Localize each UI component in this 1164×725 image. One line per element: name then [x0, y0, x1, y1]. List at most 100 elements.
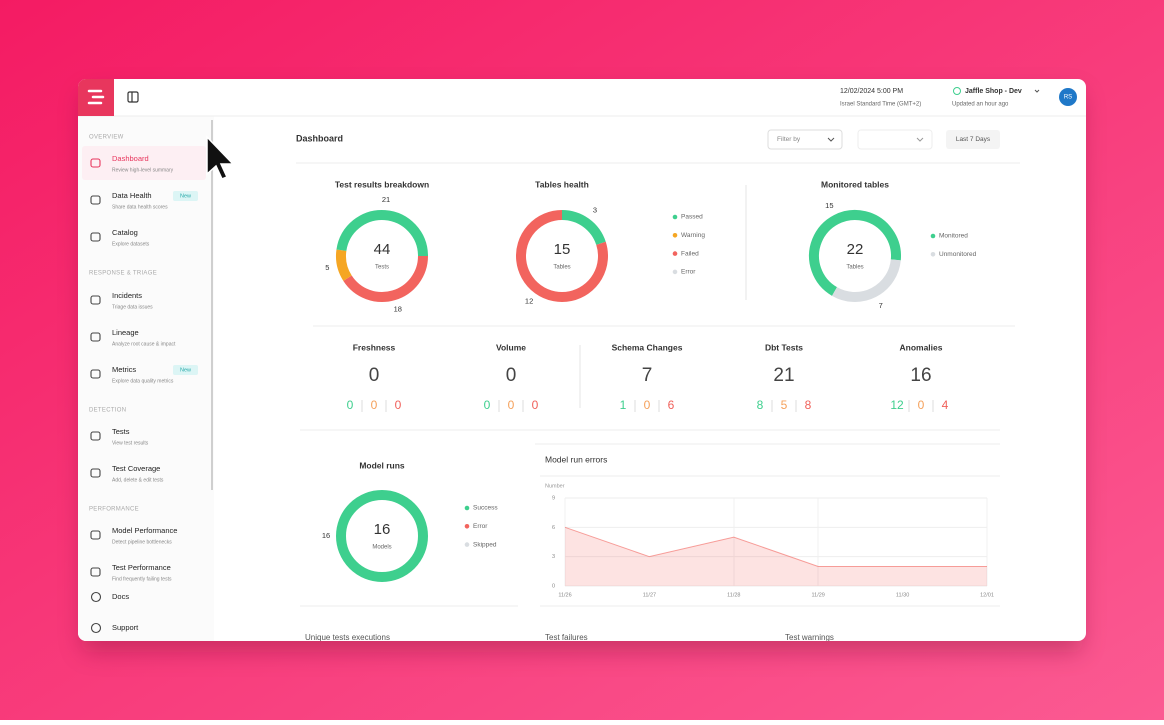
metric-title: Anomalies [900, 342, 943, 352]
metric-breakdown: 0 [508, 398, 515, 412]
x-tick-label: 12/01 [980, 592, 994, 598]
metric-value: 7 [642, 365, 653, 386]
metric-breakdown: 0 [484, 398, 491, 412]
metric-breakdown: 0 [347, 398, 354, 412]
nav-label[interactable]: Test Performance [112, 563, 171, 572]
nav-icon [90, 431, 101, 441]
legend-dot [672, 233, 678, 238]
metric-breakdown: 1 [620, 398, 627, 412]
metric-breakdown: 8 [805, 398, 812, 412]
donut-segment [336, 210, 428, 257]
axis-label: Number [545, 483, 565, 489]
metric-breakdown: 0 [644, 398, 651, 412]
nav-icon [90, 332, 101, 342]
segment-label: 16 [322, 531, 330, 540]
nav-label[interactable]: Tests [112, 427, 130, 436]
legend-dot [672, 251, 678, 256]
globe-icon [953, 87, 961, 95]
nav-icon [90, 295, 101, 305]
chart-title: Test results breakdown [335, 179, 429, 189]
date: 12/02/2024 5:00 PM [840, 88, 903, 95]
filter-select[interactable] [767, 129, 843, 150]
nav-sub: Add, delete & edit tests [112, 477, 164, 483]
metric-breakdown: 12 [890, 398, 904, 412]
metric-breakdown: 6 [668, 398, 675, 412]
segment-label: 12 [525, 296, 533, 305]
badge-label: New [180, 367, 191, 373]
x-tick-label: 11/26 [558, 592, 571, 598]
chart-title: Tables health [535, 179, 589, 189]
chart-title: Model runs [359, 460, 405, 470]
range-button[interactable] [946, 130, 1000, 149]
donut-segment [343, 255, 428, 302]
nav-label[interactable]: Support [112, 623, 139, 632]
section-title: Unique tests executions [305, 633, 390, 642]
nav-sub: Share data health scores [112, 204, 168, 210]
donut-unit: Models [372, 545, 391, 551]
sidebar-bg [78, 116, 214, 641]
timezone: Israel Standard Time (GMT+2) [840, 102, 921, 108]
metric-value: 0 [506, 365, 517, 386]
nav-sub: Explore data quality metrics [112, 378, 174, 384]
metric-breakdown: 0 [371, 398, 378, 412]
nav-label[interactable]: Lineage [112, 328, 139, 337]
nav-icon [90, 622, 102, 634]
donut-unit: Tests [375, 265, 389, 271]
x-tick-label: 11/28 [727, 592, 740, 598]
legend-label: Passed [681, 214, 703, 221]
second-select[interactable] [857, 129, 933, 150]
segment-label: 18 [394, 305, 402, 314]
sidebar-toggle[interactable] [127, 91, 139, 103]
window-bg [78, 79, 1086, 641]
mouse-cursor [206, 135, 235, 180]
metric-title: Dbt Tests [765, 342, 803, 352]
legend-dot [930, 252, 936, 257]
updated: Updated an hour ago [952, 102, 1009, 108]
area [565, 527, 987, 586]
avatar[interactable] [1059, 88, 1077, 106]
chart-title: Monitored tables [821, 179, 889, 189]
metric-breakdown: 0 [918, 398, 925, 412]
nav-label[interactable]: Dashboard [112, 154, 149, 163]
legend-dot [672, 214, 678, 220]
nav-icon [90, 232, 101, 242]
legend-dot [464, 524, 470, 529]
nav-label[interactable]: Model Performance [112, 526, 177, 535]
x-tick-label: 11/30 [896, 592, 909, 598]
metric-breakdown: 4 [942, 398, 949, 412]
nav-label[interactable]: Data Health [112, 191, 152, 200]
nav-sub: Review high-level summary [112, 167, 174, 173]
segment-label: 7 [879, 301, 883, 310]
x-tick-label: 11/29 [812, 592, 825, 598]
nav-sub: Explore datasets [112, 241, 150, 247]
nav-icon [90, 468, 101, 478]
nav-sub: Analyze root cause & impact [112, 341, 176, 347]
legend-label: Success [473, 505, 498, 512]
chart-title: Model run errors [545, 454, 607, 464]
nav-label[interactable]: Incidents [112, 291, 142, 300]
metric-value: 16 [910, 365, 931, 386]
donut-total: 16 [374, 521, 391, 538]
donut-segment [561, 210, 606, 246]
section-title: RESPONSE & TRIAGE [89, 271, 157, 277]
nav-label[interactable]: Test Coverage [112, 464, 160, 473]
nav-sub: View test results [112, 440, 149, 446]
nav-label[interactable]: Catalog [112, 228, 138, 237]
segment-label: 21 [382, 195, 390, 204]
donut-segment [336, 490, 428, 582]
legend-dot [464, 542, 470, 547]
nav-icon [90, 195, 101, 205]
workspace[interactable]: Jaffle Shop - Dev [965, 88, 1022, 95]
nav-label[interactable]: Metrics [112, 365, 136, 374]
y-tick-label: 0 [552, 583, 555, 589]
workspace-chevron [1034, 89, 1040, 93]
legend-label: Failed [681, 250, 699, 257]
donut-unit: Tables [553, 265, 570, 271]
nav-sub: Find frequently failing tests [112, 576, 172, 582]
segment-label: 5 [325, 263, 329, 272]
nav-label[interactable]: Docs [112, 592, 129, 601]
nav-icon [90, 530, 101, 540]
metric-breakdown: 8 [757, 398, 764, 412]
